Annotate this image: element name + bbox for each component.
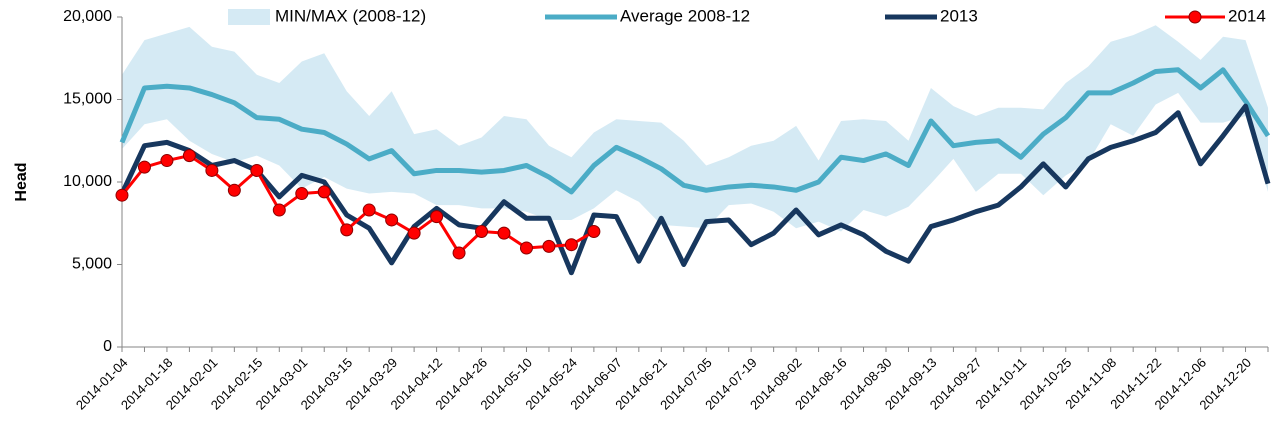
point-marker	[115, 188, 129, 202]
point-marker	[452, 246, 466, 260]
legend-label: MIN/MAX (2008-12)	[275, 6, 426, 25]
y-tick-label: 0	[103, 338, 112, 355]
legend-swatch	[228, 9, 270, 25]
point-marker	[137, 160, 151, 174]
legend-marker	[1188, 10, 1202, 24]
point-marker	[182, 149, 196, 163]
y-tick-label: 15,000	[63, 91, 112, 108]
point-marker	[362, 203, 376, 217]
point-marker	[250, 163, 264, 177]
y-axis-label: Head	[13, 162, 30, 201]
point-marker	[587, 225, 601, 238]
y-tick-label: 5,000	[72, 256, 112, 273]
y-tick-label: 20,000	[63, 8, 112, 25]
point-marker	[430, 210, 444, 224]
min-max-band	[122, 25, 1268, 232]
point-marker	[205, 163, 219, 177]
point-marker	[385, 213, 399, 227]
point-marker	[340, 223, 354, 237]
point-marker	[564, 238, 578, 252]
series-line	[119, 103, 1271, 276]
point-marker	[317, 185, 331, 199]
y-tick-label: 10,000	[63, 173, 112, 190]
point-marker	[227, 183, 241, 197]
point-marker	[497, 226, 511, 240]
point-marker	[295, 187, 309, 201]
point-marker	[475, 225, 489, 238]
point-marker	[519, 241, 533, 255]
point-marker	[407, 226, 421, 240]
series-line	[120, 154, 595, 255]
legend-label: 2014	[1228, 6, 1266, 25]
legend-label: 2013	[940, 6, 978, 25]
point-marker	[542, 239, 556, 253]
series-line	[119, 67, 1271, 195]
point-marker	[272, 203, 286, 217]
point-marker	[160, 154, 174, 168]
legend-label: Average 2008-12	[620, 6, 750, 25]
